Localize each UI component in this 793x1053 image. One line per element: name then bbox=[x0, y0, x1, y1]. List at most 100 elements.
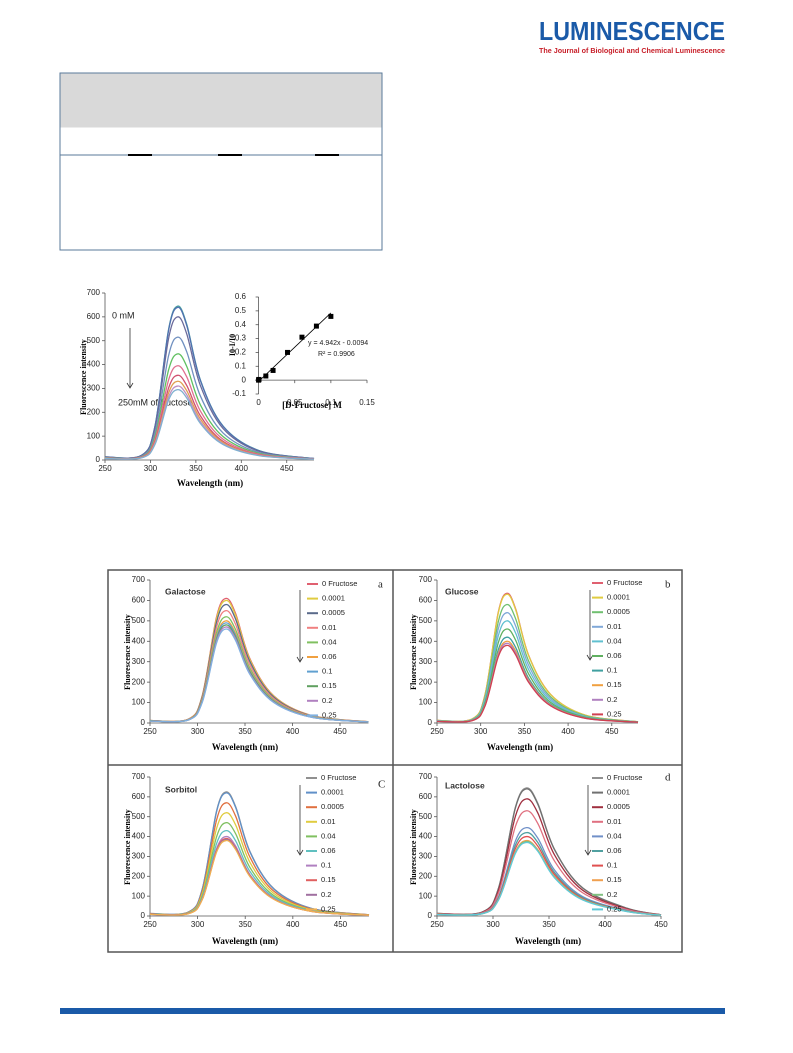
spectrum-line bbox=[149, 599, 369, 723]
journal-subtitle: The Journal of Biological and Chemical L… bbox=[539, 46, 725, 55]
y-tick-label: 400 bbox=[132, 636, 146, 645]
legend-label: 0.0001 bbox=[607, 593, 630, 602]
x-tick-label: 0.05 bbox=[287, 398, 303, 407]
y-tick-label: 400 bbox=[132, 832, 146, 841]
arrow-head bbox=[126, 382, 134, 389]
x-tick-label: 300 bbox=[486, 920, 500, 929]
y-tick-label: 700 bbox=[419, 575, 433, 584]
y-tick-label: 0 bbox=[96, 455, 101, 464]
y-tick-label: 100 bbox=[87, 431, 101, 440]
y-axis-title: I0-I/I0 bbox=[228, 334, 237, 356]
spectrum-line bbox=[436, 798, 662, 916]
spectrum-line bbox=[149, 812, 370, 916]
y-tick-label: 0.5 bbox=[235, 306, 247, 315]
trendline-equation: y = 4.942x - 0.0094 bbox=[308, 340, 368, 347]
y-tick-label: 0.4 bbox=[235, 320, 247, 329]
spectrum-line bbox=[104, 388, 315, 460]
y-axis-title: Fluorescence intensity bbox=[409, 809, 418, 885]
spectrum-line bbox=[436, 841, 662, 916]
legend-label: 0.15 bbox=[607, 875, 622, 884]
legend-label: 0.25 bbox=[607, 904, 622, 913]
x-tick-label: 400 bbox=[598, 920, 612, 929]
legend-label: 0.01 bbox=[322, 623, 337, 632]
legend-label: 0.2 bbox=[607, 890, 617, 899]
x-tick-label: 450 bbox=[654, 920, 668, 929]
y-tick-label: 500 bbox=[87, 336, 101, 345]
annotation: 250mM of fructose bbox=[118, 397, 193, 407]
y-tick-label: 200 bbox=[419, 871, 433, 880]
y-tick-label: 200 bbox=[132, 871, 146, 880]
y-tick-label: 400 bbox=[87, 360, 101, 369]
arrow-head bbox=[296, 849, 304, 856]
y-tick-label: 200 bbox=[87, 407, 101, 416]
x-axis-title: Wavelength (nm) bbox=[487, 742, 553, 752]
spectrum-line bbox=[104, 365, 315, 460]
y-tick-label: 500 bbox=[419, 616, 433, 625]
x-tick-label: 350 bbox=[239, 920, 253, 929]
legend-label: 0.1 bbox=[321, 861, 331, 870]
legend-label: 0.0005 bbox=[322, 608, 345, 617]
legend-label: 0 Fructose bbox=[607, 578, 642, 587]
data-point bbox=[256, 376, 262, 382]
x-tick-label: 0.15 bbox=[359, 398, 375, 407]
legend-label: 0.1 bbox=[607, 666, 617, 675]
spectrum-line bbox=[104, 316, 315, 460]
legend-label: 0.2 bbox=[607, 695, 617, 704]
legend-label: 0.0005 bbox=[607, 802, 630, 811]
y-tick-label: 0 bbox=[428, 718, 433, 727]
y-axis-title: Fluorescence intensity bbox=[409, 614, 418, 690]
arrow-head bbox=[584, 849, 592, 856]
y-tick-label: 600 bbox=[132, 596, 146, 605]
panel-title: Sorbitol bbox=[165, 784, 197, 794]
y-tick-label: 700 bbox=[132, 575, 146, 584]
y-tick-label: 500 bbox=[419, 812, 433, 821]
data-point bbox=[285, 349, 291, 355]
spectrum-line bbox=[436, 835, 662, 916]
y-tick-label: 0.1 bbox=[235, 361, 247, 370]
legend-label: 0.0005 bbox=[607, 607, 630, 616]
figure-border bbox=[107, 569, 683, 953]
spectrum-line bbox=[149, 835, 370, 916]
spectrum-line bbox=[104, 374, 315, 460]
x-tick-label: 300 bbox=[191, 727, 205, 736]
data-point bbox=[313, 323, 319, 329]
spectrum-line bbox=[149, 628, 369, 723]
legend-label: 0.0001 bbox=[321, 788, 344, 797]
x-tick-label: 250 bbox=[98, 464, 112, 473]
x-tick-label: 250 bbox=[143, 727, 157, 736]
legend-label: 0.01 bbox=[607, 817, 622, 826]
data-point bbox=[270, 367, 276, 373]
legend-label: 0.25 bbox=[321, 904, 336, 913]
y-axis-title: Fluorescence intensity bbox=[123, 614, 132, 690]
x-tick-label: 350 bbox=[189, 464, 203, 473]
y-tick-label: 100 bbox=[419, 891, 433, 900]
panel-title: Lactolose bbox=[445, 780, 485, 790]
legend-label: 0.06 bbox=[322, 652, 337, 661]
legend-label: 0.15 bbox=[322, 681, 337, 690]
spectrum-line bbox=[104, 306, 315, 460]
y-tick-label: 0 bbox=[242, 375, 247, 384]
y-tick-label: 0 bbox=[141, 718, 146, 727]
legend-label: 0.1 bbox=[322, 667, 332, 676]
legend-label: 0.15 bbox=[607, 680, 622, 689]
legend-label: 0 Fructose bbox=[321, 773, 356, 782]
y-tick-label: 600 bbox=[132, 792, 146, 801]
x-tick-label: 450 bbox=[280, 464, 294, 473]
y-tick-label: 600 bbox=[87, 312, 101, 321]
legend-label: 0.15 bbox=[321, 875, 336, 884]
spectrum-line bbox=[149, 620, 369, 723]
panel-label: d bbox=[665, 772, 671, 784]
y-tick-label: 100 bbox=[419, 698, 433, 707]
x-axis-title: Wavelength (nm) bbox=[212, 742, 278, 752]
annotation: 0 mM bbox=[112, 310, 135, 320]
x-tick-label: 400 bbox=[286, 920, 300, 929]
legend-label: 0.06 bbox=[321, 846, 336, 855]
panel-title: Galactose bbox=[165, 586, 206, 596]
y-tick-label: 300 bbox=[419, 657, 433, 666]
data-point bbox=[263, 373, 269, 379]
y-tick-label: 700 bbox=[132, 772, 146, 781]
x-tick-label: 400 bbox=[561, 727, 575, 736]
legend-label: 0.0001 bbox=[322, 594, 345, 603]
y-tick-label: 700 bbox=[419, 772, 433, 781]
legend-label: 0.01 bbox=[607, 622, 622, 631]
